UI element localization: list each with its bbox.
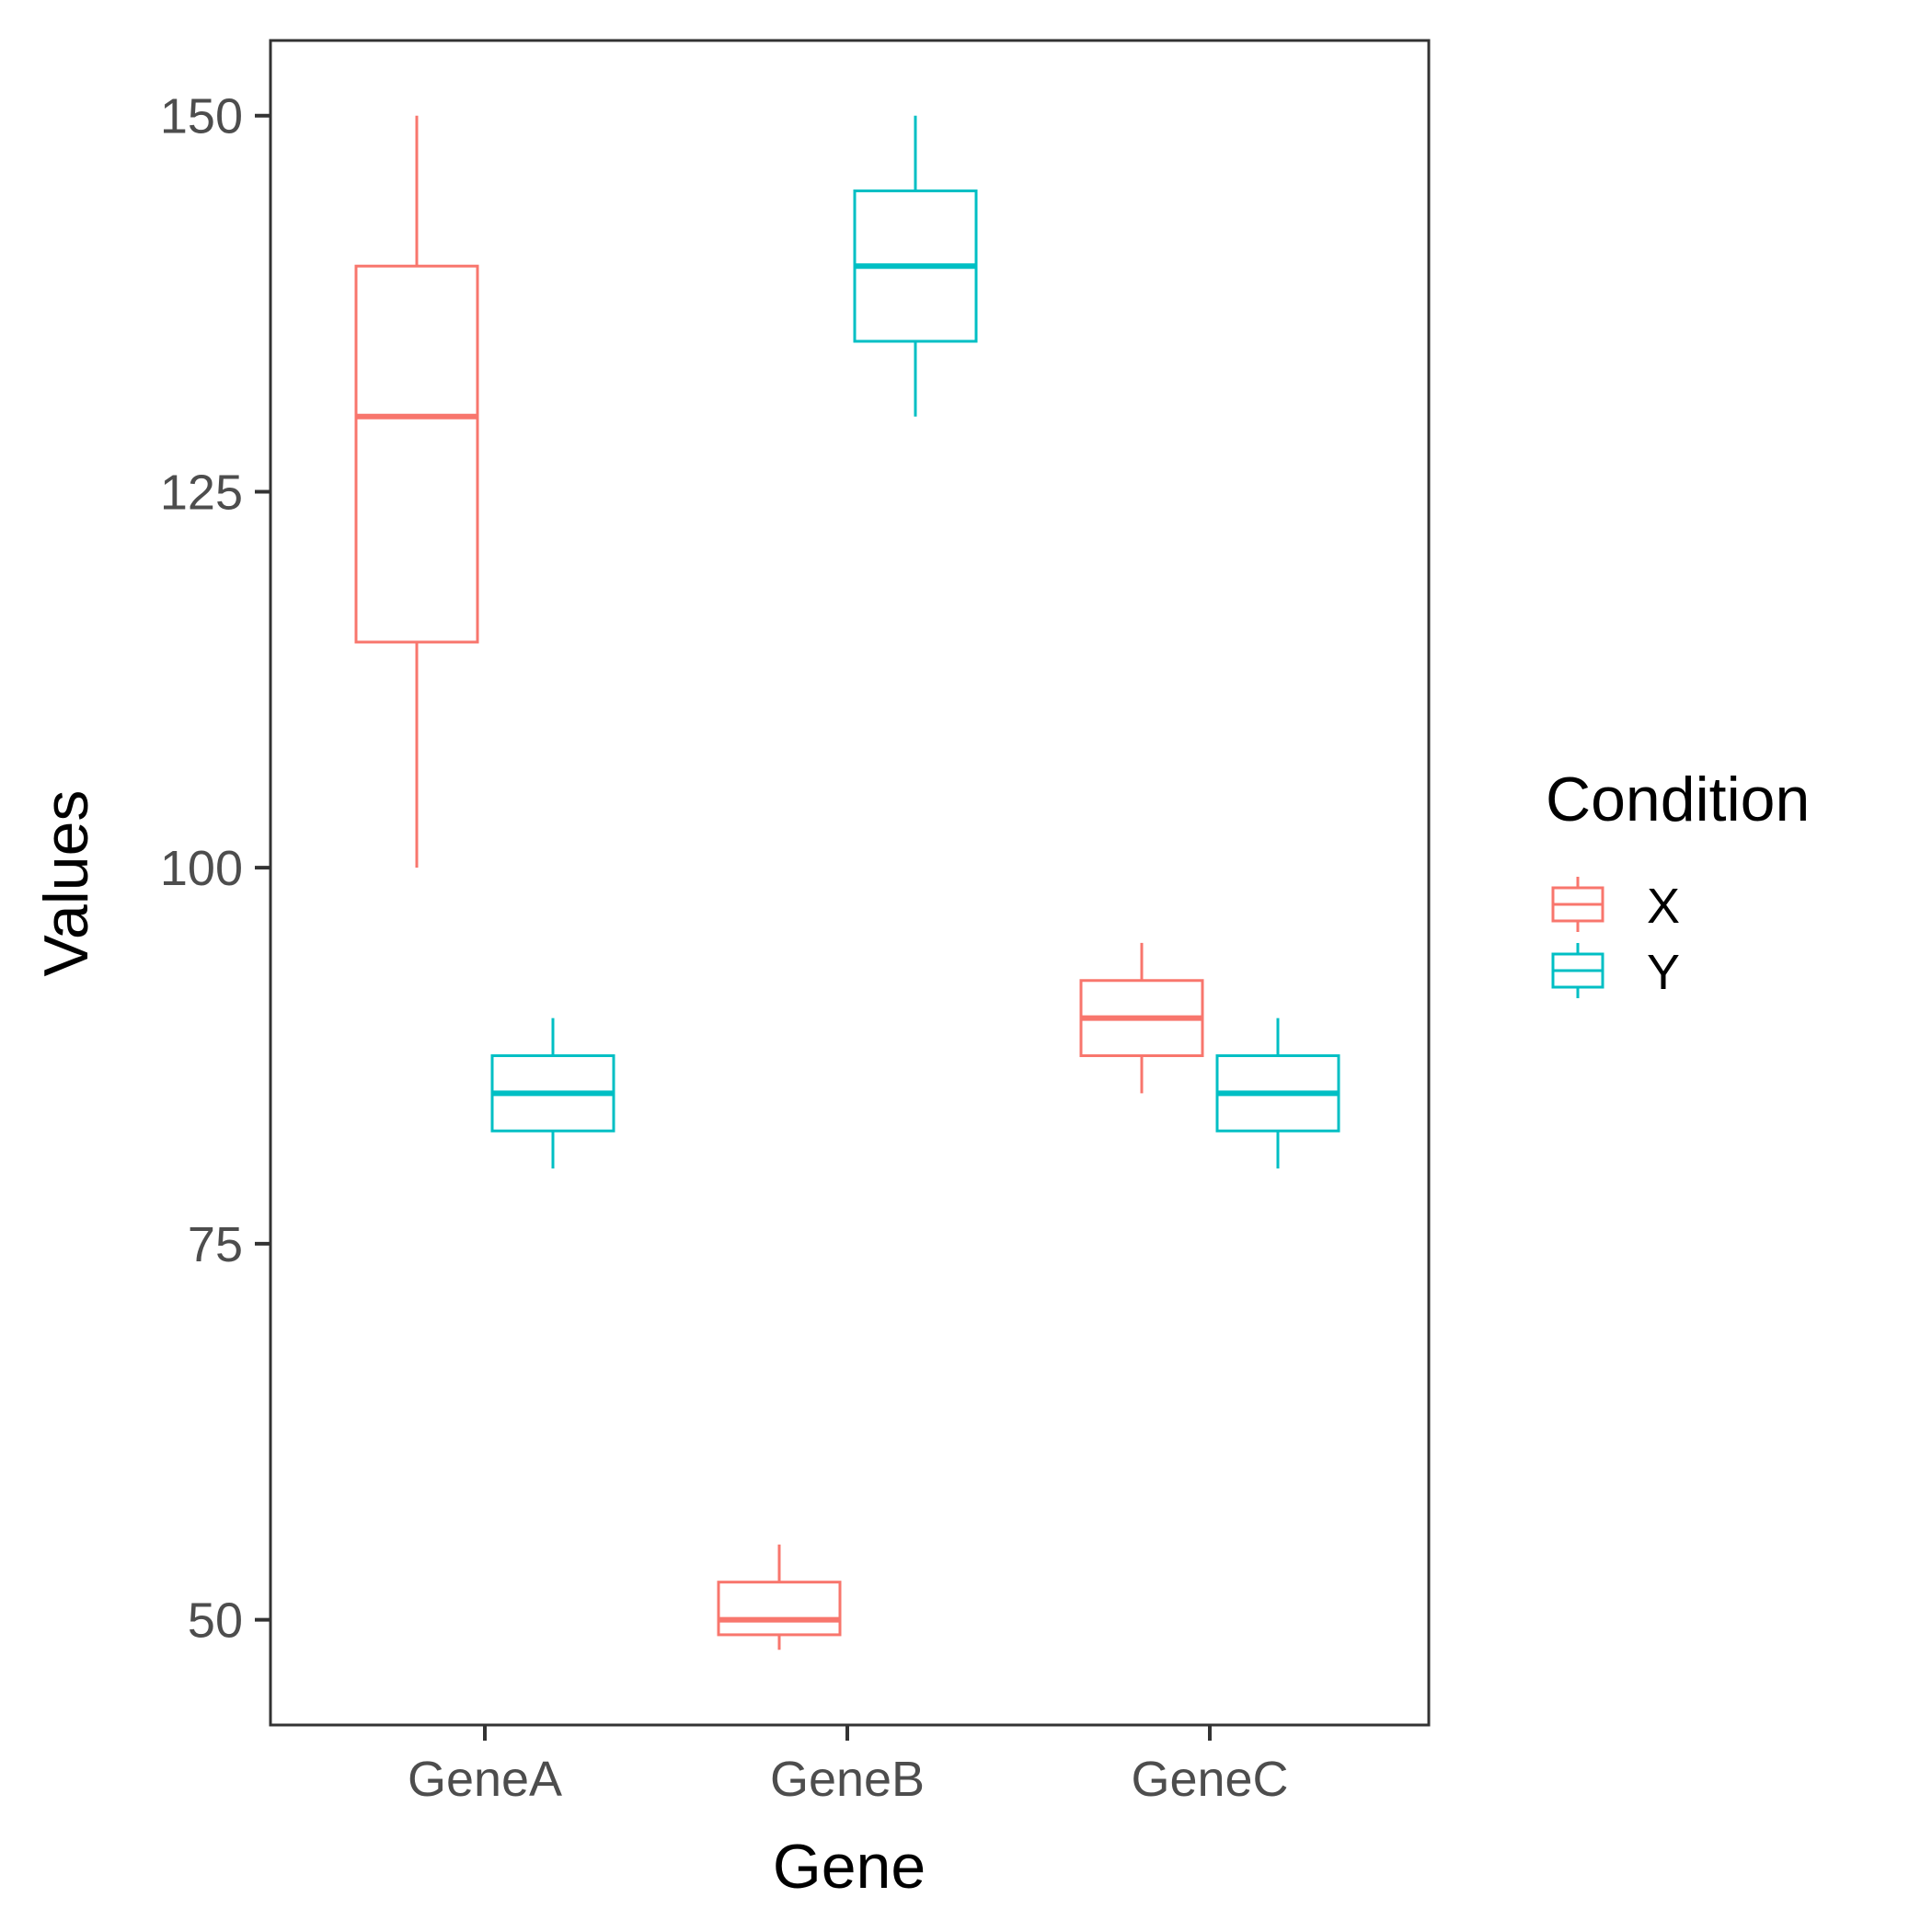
box-geneb-x — [717, 1544, 842, 1650]
legend-label: X — [1647, 879, 1680, 934]
legend-item-y: Y — [1551, 943, 1680, 1000]
y-tick-label: 150 — [160, 89, 243, 144]
legend-item-x: X — [1551, 877, 1680, 934]
box-body — [717, 1581, 842, 1637]
box-genea-y — [490, 1018, 615, 1169]
y-tick-label: 125 — [160, 465, 243, 520]
box-genea-x — [354, 115, 479, 868]
box-genec-y — [1215, 1018, 1340, 1169]
legend: Condition XY — [1546, 765, 1810, 1000]
box-genec-x — [1079, 942, 1204, 1094]
y-tick-label: 100 — [160, 841, 243, 896]
x-tick-label: GeneC — [1131, 1752, 1288, 1807]
axis-layer: 50 75 100 125 150 GeneA GeneB GeneC — [160, 89, 1289, 1807]
x-tick-label: GeneB — [770, 1752, 925, 1807]
y-axis-title: Values — [31, 790, 101, 977]
legend-label: Y — [1647, 945, 1680, 1000]
legend-items: XY — [1551, 877, 1680, 1000]
x-tick-label: GeneA — [408, 1752, 562, 1807]
y-tick-label: 75 — [188, 1217, 243, 1272]
plot-layer — [354, 115, 1340, 1650]
legend-title: Condition — [1546, 765, 1810, 834]
box-body — [354, 264, 479, 644]
plot-panel-border — [269, 39, 1431, 1727]
x-axis-title: Gene — [773, 1832, 926, 1902]
box-geneb-y — [853, 115, 978, 417]
y-tick-label: 50 — [188, 1593, 243, 1649]
